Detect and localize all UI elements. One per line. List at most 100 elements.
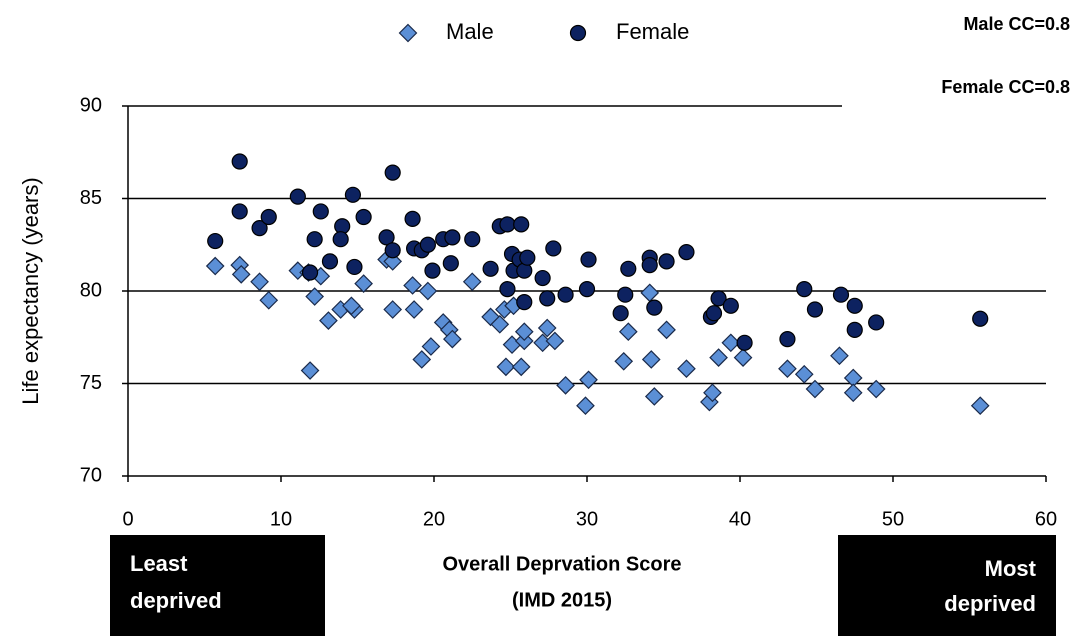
point bbox=[412, 350, 432, 369]
point bbox=[846, 321, 863, 338]
point bbox=[779, 331, 796, 348]
point bbox=[617, 286, 634, 303]
point bbox=[545, 331, 565, 351]
point bbox=[843, 383, 863, 403]
point bbox=[537, 318, 557, 338]
x-tick-label: 50 bbox=[882, 508, 904, 530]
legend-label: Female bbox=[616, 19, 689, 44]
point bbox=[806, 301, 824, 318]
left-box bbox=[110, 535, 325, 636]
point bbox=[312, 203, 329, 220]
point bbox=[354, 274, 373, 293]
point bbox=[778, 359, 797, 379]
point bbox=[289, 188, 306, 205]
legend-label: Male bbox=[446, 19, 494, 44]
point bbox=[709, 348, 728, 367]
x-tick-label: 10 bbox=[270, 508, 292, 530]
point bbox=[319, 311, 338, 330]
left-box-label: Least bbox=[130, 551, 188, 576]
point bbox=[579, 370, 598, 390]
point bbox=[703, 383, 722, 403]
point bbox=[722, 297, 739, 314]
point bbox=[534, 269, 551, 287]
x-tick-label: 20 bbox=[423, 508, 445, 530]
x-axis-label: Overall Deprvation Score bbox=[443, 553, 682, 575]
right-box-label: Most bbox=[985, 556, 1037, 581]
right-box-label: deprived bbox=[944, 591, 1036, 616]
x-axis-label: (IMD 2015) bbox=[512, 589, 612, 611]
point bbox=[378, 229, 395, 246]
y-tick-label: 85 bbox=[80, 187, 102, 209]
point bbox=[733, 348, 753, 367]
point bbox=[657, 320, 676, 340]
y-tick-label: 80 bbox=[80, 279, 102, 301]
point bbox=[250, 272, 269, 292]
point bbox=[231, 265, 251, 284]
point bbox=[677, 359, 696, 379]
point bbox=[260, 208, 277, 226]
point bbox=[557, 286, 574, 303]
point bbox=[658, 253, 675, 270]
point bbox=[832, 286, 850, 303]
point bbox=[342, 296, 361, 316]
point bbox=[578, 281, 596, 298]
point bbox=[403, 276, 422, 295]
x-tick-label: 40 bbox=[729, 508, 751, 530]
point bbox=[443, 329, 462, 349]
point bbox=[442, 255, 459, 272]
point bbox=[721, 333, 741, 353]
point bbox=[404, 300, 424, 319]
point bbox=[259, 290, 279, 310]
y-tick-label: 90 bbox=[80, 94, 102, 116]
point bbox=[514, 322, 534, 342]
legend-marker bbox=[398, 23, 418, 43]
point bbox=[545, 240, 562, 257]
point bbox=[306, 231, 323, 248]
point bbox=[796, 281, 813, 298]
point bbox=[970, 396, 990, 416]
point bbox=[646, 299, 663, 316]
point bbox=[846, 297, 863, 314]
point bbox=[620, 260, 637, 277]
point bbox=[300, 361, 320, 380]
point bbox=[207, 232, 224, 250]
point bbox=[444, 229, 461, 246]
point bbox=[794, 364, 814, 384]
point bbox=[419, 236, 436, 253]
point bbox=[705, 305, 723, 322]
x-tick-label: 60 bbox=[1035, 508, 1057, 530]
point bbox=[305, 287, 325, 306]
point bbox=[519, 249, 536, 266]
point bbox=[332, 231, 349, 248]
point bbox=[972, 310, 989, 327]
point bbox=[678, 244, 695, 261]
y-tick-label: 75 bbox=[80, 372, 102, 394]
point bbox=[421, 337, 441, 356]
point bbox=[805, 379, 825, 399]
point bbox=[424, 262, 441, 279]
point bbox=[355, 208, 372, 226]
point bbox=[344, 186, 362, 203]
right-box bbox=[838, 535, 1056, 636]
annotation-box bbox=[842, 60, 1076, 110]
annotation: Female CC=0.8 bbox=[941, 77, 1070, 97]
point bbox=[576, 396, 595, 416]
y-tick-label: 70 bbox=[80, 464, 102, 486]
point bbox=[618, 322, 638, 342]
y-axis-label: Life expectancy (years) bbox=[18, 177, 43, 404]
point bbox=[462, 272, 482, 292]
point bbox=[641, 350, 661, 369]
point bbox=[640, 283, 660, 303]
point bbox=[539, 290, 556, 307]
point bbox=[418, 281, 438, 301]
point bbox=[464, 231, 481, 248]
point bbox=[614, 351, 634, 371]
point bbox=[868, 314, 885, 331]
point bbox=[866, 379, 886, 399]
point bbox=[499, 216, 516, 233]
point bbox=[641, 257, 658, 274]
legend-marker bbox=[569, 24, 587, 42]
point bbox=[404, 210, 421, 227]
left-box-label: deprived bbox=[130, 588, 222, 613]
